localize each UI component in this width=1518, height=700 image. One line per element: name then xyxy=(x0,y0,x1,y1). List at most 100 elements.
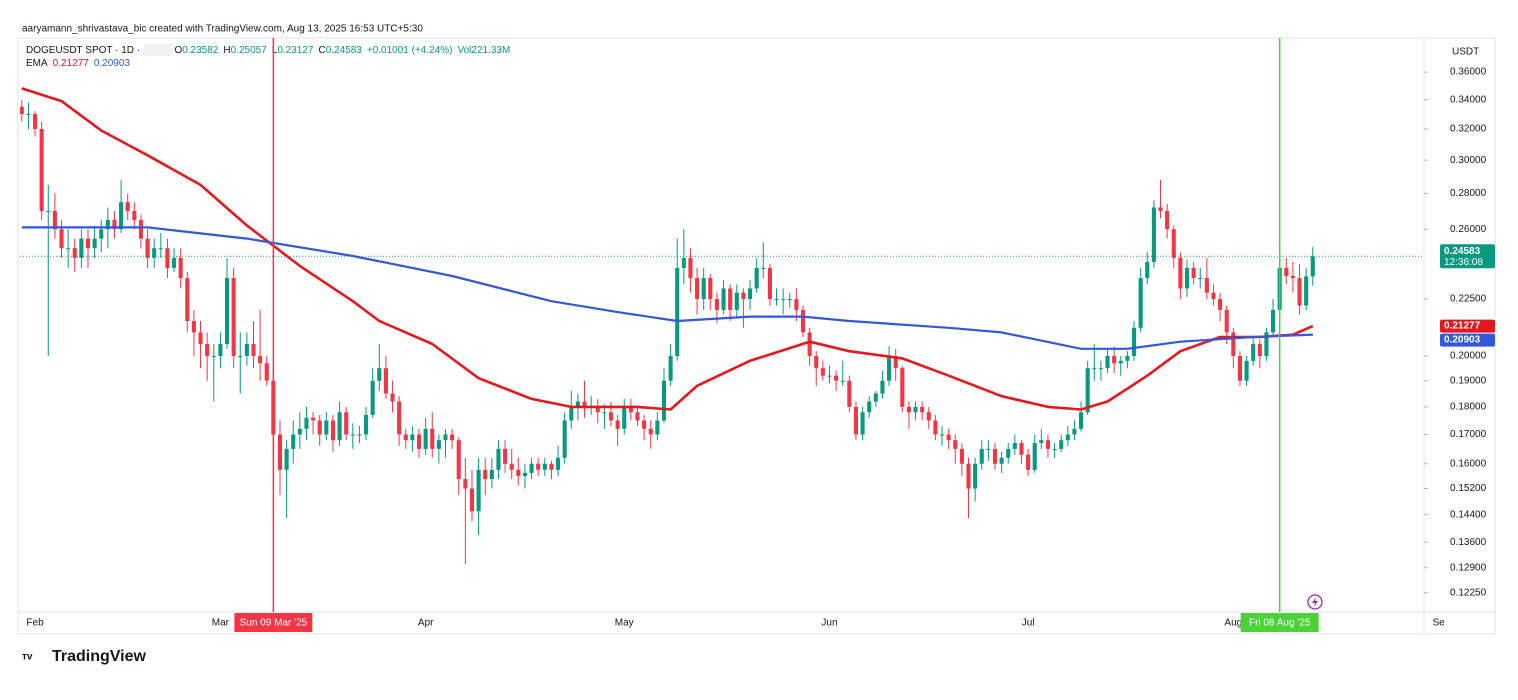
candle-body xyxy=(251,344,256,356)
candle-body xyxy=(953,440,958,449)
o-label: O xyxy=(174,45,182,56)
candle-body xyxy=(1006,448,1011,458)
y-tick-label: 0.12900 xyxy=(1450,562,1487,573)
candle-body xyxy=(178,257,183,279)
candle-body xyxy=(390,393,395,402)
candle-body xyxy=(1284,267,1289,277)
candle-body xyxy=(244,344,249,356)
x-tick-label: Jun xyxy=(821,618,837,629)
l-label: L xyxy=(272,45,278,56)
candle-body xyxy=(1032,443,1037,470)
candle-body xyxy=(701,278,706,300)
candle-body xyxy=(602,412,607,414)
y-tick-label: 0.18000 xyxy=(1450,401,1487,412)
candle-body xyxy=(973,463,978,489)
marker-label: Sun 09 Mar '25 xyxy=(240,618,308,629)
candle-body xyxy=(158,248,163,250)
logo-mark: ᴛv xyxy=(22,652,33,663)
candle-body xyxy=(1178,257,1183,289)
high: 0.25057 xyxy=(231,45,268,56)
candle-body xyxy=(324,420,329,435)
candle-body xyxy=(939,434,945,436)
y-tick-label: 0.12250 xyxy=(1450,587,1487,598)
candle-body xyxy=(754,267,759,289)
candle-body xyxy=(291,434,296,449)
candle-body xyxy=(873,393,878,402)
y-tick-label: 0.17000 xyxy=(1450,429,1487,440)
candle-body xyxy=(211,355,216,357)
candle-body xyxy=(1151,207,1156,262)
candle-body xyxy=(807,332,812,356)
candle-body xyxy=(860,412,865,435)
candle-body xyxy=(1244,360,1249,381)
symbol: DOGEUSDT SPOT · 1D · xyxy=(26,45,140,56)
candle-body xyxy=(509,463,514,470)
ema-line xyxy=(21,87,1314,411)
candle-body xyxy=(1138,278,1143,328)
candle-body xyxy=(1059,440,1064,449)
candle-body xyxy=(728,288,733,310)
candle-body xyxy=(582,401,587,407)
candle-body xyxy=(1310,256,1315,277)
candle-body xyxy=(1237,355,1243,381)
candle-body xyxy=(1204,278,1209,293)
candle-body xyxy=(59,229,64,249)
candle-body xyxy=(668,355,673,381)
candle-body xyxy=(569,406,574,421)
legend-line: DOGEUSDT SPOT · 1D · ▒▒▒▒ O0.23582 H0.25057… xyxy=(26,44,510,56)
alert-icon[interactable] xyxy=(1307,594,1323,610)
candle-body xyxy=(152,248,157,258)
candle-body xyxy=(125,202,130,212)
close: 0.24583 xyxy=(326,45,363,56)
candle-body xyxy=(119,202,124,230)
candle-body xyxy=(297,428,302,435)
candle-body xyxy=(1184,267,1190,289)
candle-body xyxy=(1290,276,1295,279)
volume: Vol221.33M xyxy=(458,45,511,56)
candle-body xyxy=(496,448,501,470)
candle-body xyxy=(436,440,441,449)
candle-body xyxy=(575,401,580,407)
candle-body xyxy=(1251,344,1256,361)
candle-body xyxy=(383,368,388,394)
candle-body xyxy=(231,278,236,356)
candle-body xyxy=(1271,309,1276,333)
candle-body xyxy=(489,469,494,480)
candle-body xyxy=(992,448,998,464)
marker-badge xyxy=(1240,613,1319,632)
candle-body xyxy=(85,238,91,249)
price-badge-value: 0.24583 xyxy=(1444,246,1481,257)
candle-body xyxy=(893,355,898,369)
candle-body xyxy=(1125,355,1130,361)
candle-body xyxy=(112,220,117,230)
candle-body xyxy=(1012,443,1017,449)
candle-body xyxy=(688,257,693,279)
candle-body xyxy=(847,380,852,407)
candle-body xyxy=(774,299,779,301)
candle-body xyxy=(635,412,640,421)
candle-body xyxy=(443,434,448,441)
candle-body xyxy=(264,363,269,381)
c-label: C xyxy=(318,45,325,56)
candle-body xyxy=(661,380,667,421)
candle-body xyxy=(145,238,150,258)
candle-body xyxy=(377,368,382,381)
plot xyxy=(20,87,1315,565)
ema-slow: 0.20903 xyxy=(94,58,131,69)
candle-body xyxy=(205,344,210,356)
candle-body xyxy=(887,355,892,381)
x-tick-label: Aug xyxy=(1224,618,1242,629)
currency: USDT xyxy=(1452,47,1479,58)
h-label: H xyxy=(223,45,230,56)
candle-body xyxy=(628,406,633,413)
x-tick-label: Se xyxy=(1432,618,1445,629)
candle-body xyxy=(714,299,719,310)
candle-body xyxy=(655,420,660,435)
candle-body xyxy=(906,406,911,413)
candle-body xyxy=(311,417,316,421)
candle-body xyxy=(814,355,819,369)
candle-body xyxy=(615,420,620,429)
marker-label: Fri 08 Aug '25 xyxy=(1249,618,1311,629)
candle-body xyxy=(483,469,488,480)
